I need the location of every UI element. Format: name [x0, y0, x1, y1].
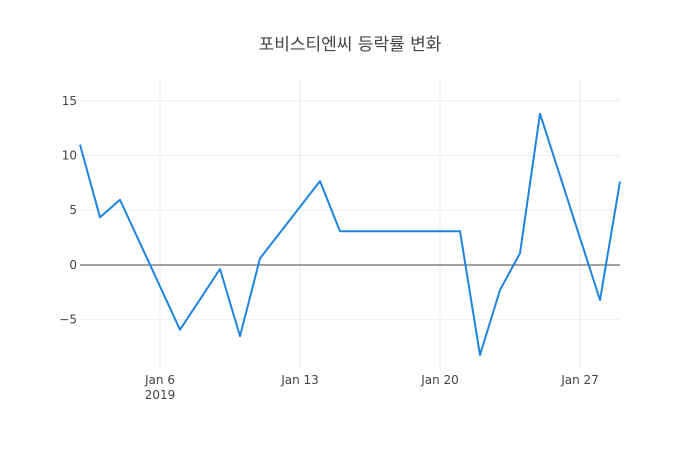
data-series: [79, 112, 621, 356]
y-tick-label: 15: [62, 94, 77, 108]
x-gridlines: [159, 80, 581, 370]
y-gridlines: [80, 100, 620, 321]
chart-title: 포비스티엔씨 등락률 변화: [259, 35, 442, 55]
y-tick-label: −5: [59, 313, 77, 327]
series-line: [79, 112, 621, 356]
y-tick-label: 0: [69, 258, 77, 272]
x-tick-label: Jan 13: [280, 373, 319, 387]
y-tick-label: 5: [69, 203, 77, 217]
x-tick-label: Jan 27: [560, 373, 599, 387]
y-tick-label: 10: [62, 149, 77, 163]
x-tick-label: Jan 6: [144, 373, 175, 387]
x-tick-year-label: 2019: [145, 388, 176, 402]
y-axis-ticks: 15 10 5 0 −5: [59, 94, 77, 327]
x-tick-label: Jan 20: [420, 373, 459, 387]
